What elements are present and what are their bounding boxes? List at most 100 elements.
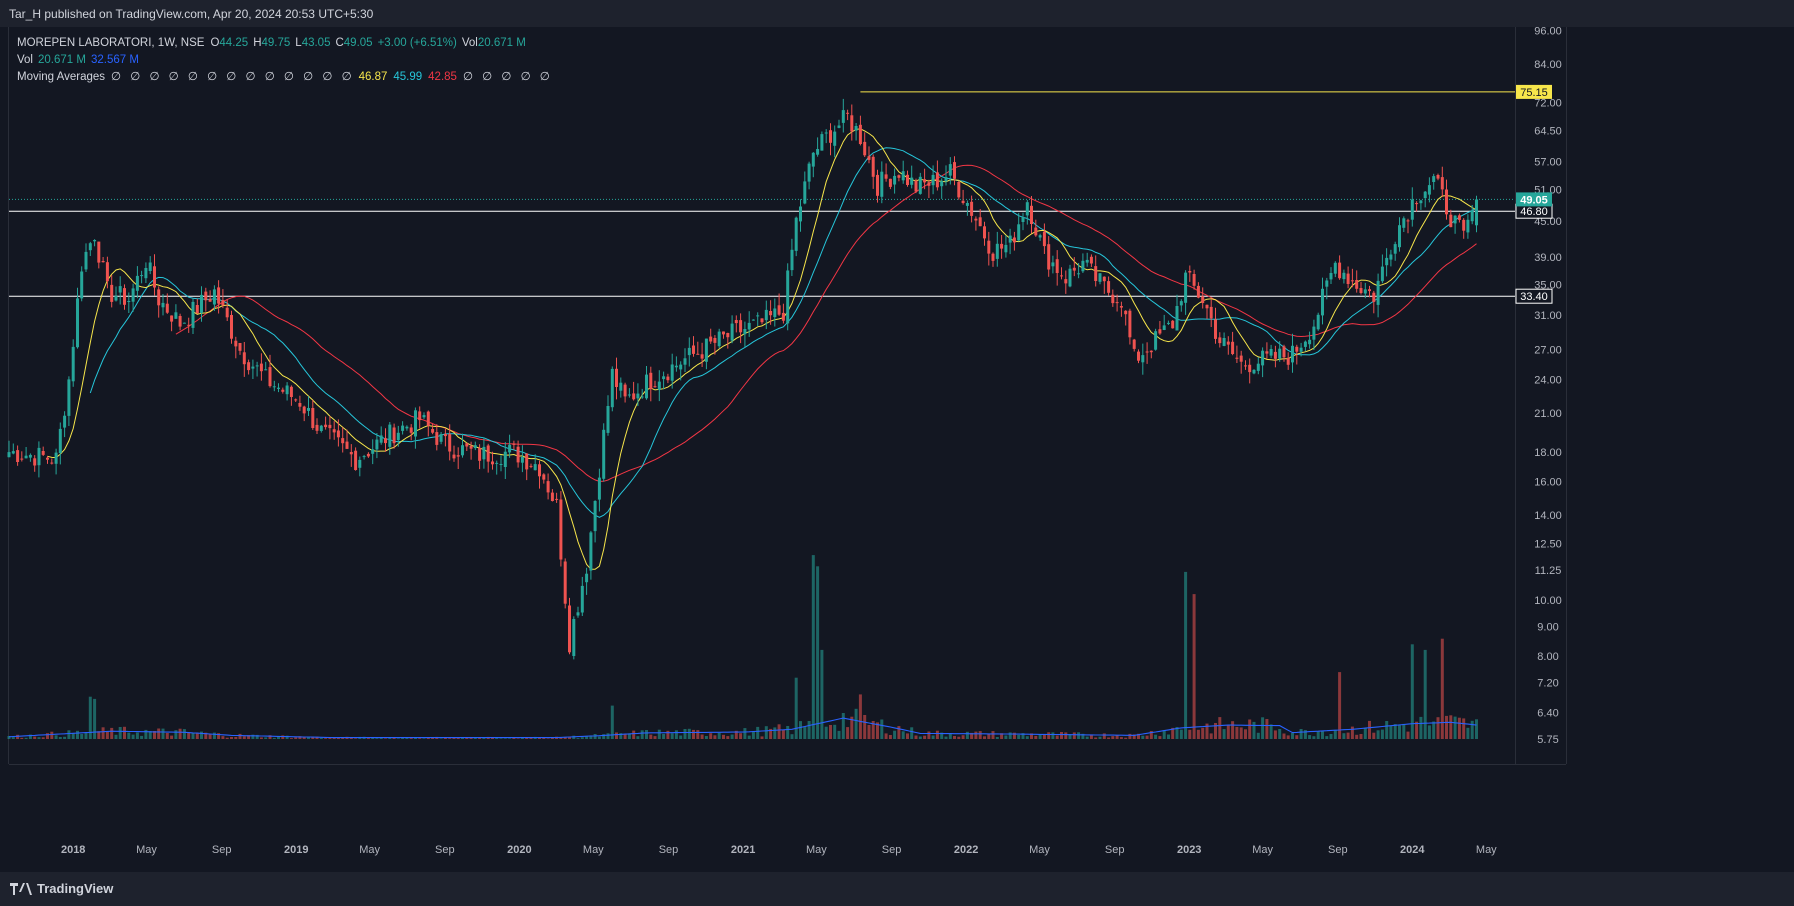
- candle-body: [623, 384, 627, 397]
- candle-body: [135, 275, 139, 291]
- candle-body: [893, 175, 897, 185]
- volume-bar: [1205, 723, 1209, 739]
- symbol-title[interactable]: MOREPEN LABORATORI, 1W, NSE: [17, 37, 205, 49]
- candle-body: [764, 309, 768, 321]
- candle-body: [319, 425, 323, 431]
- candle-body: [1299, 347, 1303, 352]
- volume-bar: [157, 728, 161, 739]
- volume-bar: [781, 729, 785, 739]
- candle-body: [1462, 219, 1466, 231]
- volume-bar: [285, 735, 289, 739]
- candle-body: [1205, 304, 1209, 309]
- volume-bar: [957, 736, 961, 739]
- volume-bar: [118, 727, 122, 739]
- candle-body: [931, 174, 935, 186]
- candle-body: [1256, 363, 1260, 371]
- volume-bar: [820, 649, 824, 739]
- candle-body: [1333, 262, 1337, 274]
- candle-body: [93, 240, 97, 242]
- volume-bar: [632, 730, 636, 739]
- candle-body: [341, 438, 345, 444]
- price-tick-label: 8.00: [1537, 651, 1558, 663]
- candle-body: [431, 429, 435, 433]
- symbol-row[interactable]: MOREPEN LABORATORI, 1W, NSE O 44.25 H 49.7…: [17, 35, 553, 52]
- volume-bar: [1295, 735, 1299, 739]
- volume-bar: [465, 737, 469, 739]
- candle-body: [212, 289, 216, 305]
- volume-bar: [559, 738, 563, 739]
- volume-indicator-label[interactable]: Vol: [17, 54, 33, 66]
- volume-bar: [764, 726, 768, 739]
- volume-bar: [670, 733, 674, 739]
- candle-body: [816, 149, 820, 155]
- candle-body: [354, 450, 358, 470]
- volume-bar: [388, 737, 392, 739]
- candle-body: [1167, 322, 1170, 324]
- candles-layer: [7, 98, 1478, 660]
- candle-body: [615, 368, 618, 387]
- volume-bar: [538, 737, 541, 739]
- candle-body: [67, 379, 71, 416]
- candle-body: [1321, 288, 1324, 316]
- volume-bar: [242, 736, 246, 739]
- volume-bar: [1068, 734, 1072, 739]
- candle-body: [469, 446, 473, 449]
- volume-bar: [1282, 733, 1286, 739]
- volume-bar: [84, 732, 88, 739]
- candle-body: [302, 406, 306, 414]
- candle-body: [1094, 266, 1098, 281]
- ma-indicator-label[interactable]: Moving Averages: [17, 71, 106, 83]
- volume-bar: [799, 721, 802, 739]
- volume-bar: [443, 737, 447, 739]
- volume-bar: [743, 728, 747, 739]
- volume-bar: [995, 737, 999, 739]
- volume-bar: [679, 735, 683, 739]
- candle-body: [54, 452, 58, 464]
- candle-body: [1132, 339, 1136, 349]
- price-tick-label: 6.40: [1537, 707, 1558, 719]
- volume-bar: [1457, 717, 1461, 739]
- candle-body: [923, 179, 927, 183]
- candle-body: [101, 261, 105, 263]
- price-tick-label: 72.00: [1534, 98, 1562, 110]
- volume-row[interactable]: Vol 20.671 M 32.567 M: [17, 52, 553, 69]
- candle-body: [546, 481, 550, 493]
- volume-bar: [726, 736, 730, 739]
- tradingview-brand[interactable]: TradingView: [10, 881, 113, 896]
- candle-body: [1021, 217, 1025, 222]
- last-price-tag-text: 49.05: [1520, 194, 1548, 206]
- volume-bar: [315, 736, 319, 739]
- candle-body: [1338, 262, 1342, 279]
- volume-bar: [580, 737, 584, 739]
- candle-body: [392, 427, 396, 444]
- volume-bar: [1291, 733, 1294, 739]
- volume-bar: [1196, 729, 1200, 739]
- candle-body: [366, 453, 370, 457]
- volume-bar: [734, 730, 738, 739]
- volume-bar: [16, 734, 20, 739]
- volume-bar: [833, 724, 837, 739]
- volume-bar: [144, 729, 148, 739]
- volume-bar: [1286, 735, 1290, 739]
- candle-body: [978, 217, 982, 227]
- ma-row[interactable]: Moving Averages ∅ ∅ ∅ ∅ ∅ ∅ ∅ ∅ ∅ ∅ ∅ ∅ …: [17, 69, 553, 86]
- candle-body: [944, 177, 948, 182]
- candle-body: [1244, 365, 1247, 367]
- candle-body: [157, 289, 161, 306]
- candle-body: [426, 411, 430, 426]
- candle-body: [619, 382, 623, 391]
- time-tick-label: 2021: [731, 844, 755, 856]
- candle-body: [217, 287, 221, 304]
- candle-body: [948, 164, 952, 176]
- candle-body: [97, 241, 101, 263]
- candle-body: [1363, 289, 1367, 294]
- candle-body: [970, 201, 974, 216]
- volume-bar: [1393, 724, 1397, 739]
- volume-bar: [396, 738, 400, 739]
- volume-bar: [1389, 725, 1393, 739]
- candle-body: [33, 458, 37, 466]
- volume-bar: [640, 730, 644, 739]
- volume-bar: [576, 738, 580, 739]
- candle-body: [811, 152, 815, 167]
